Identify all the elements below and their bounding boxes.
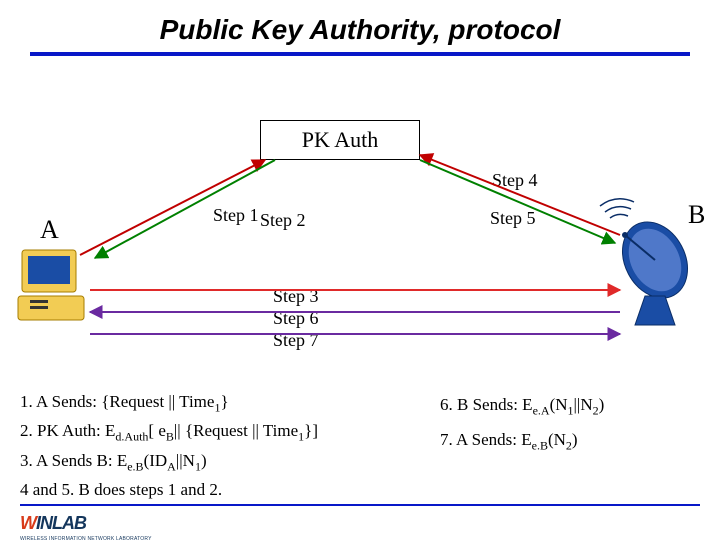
step2-label: Step 2 (260, 210, 306, 231)
title-rule (30, 52, 690, 56)
step4-label: Step 4 (492, 170, 538, 191)
step6-label: Step 6 (273, 307, 319, 329)
protocol-line-6: 6. B Sends: Ee.A(N1||N2) (440, 390, 604, 425)
protocol-line-1: 1. A Sends: {Request || Time1} (20, 390, 318, 419)
step3-label: Step 3 (273, 285, 319, 307)
protocol-line-4: 4 and 5. B does steps 1 and 2. (20, 478, 318, 502)
computer-a-icon (0, 250, 84, 334)
endpoint-b-label: B (688, 200, 705, 230)
protocol-text-right: 6. B Sends: Ee.A(N1||N2) 7. A Sends: Ee.… (440, 390, 604, 461)
satellite-dish-icon (600, 199, 700, 325)
step5-label: Step 5 (490, 208, 536, 229)
winlab-logo: WINLAB (20, 513, 86, 534)
winlab-logo-sub: WIRELESS INFORMATION NETWORK LABORATORY (20, 536, 152, 542)
pk-auth-box: PK Auth (260, 120, 420, 160)
protocol-line-2: 2. PK Auth: Ed.Auth[ eB|| {Request || Ti… (20, 419, 318, 448)
step1-label: Step 1 (213, 205, 259, 226)
protocol-line-3: 3. A Sends B: Ee.B(IDA||N1) (20, 449, 318, 478)
footer-rule (20, 504, 700, 506)
slide-title: Public Key Authority, protocol (0, 0, 720, 46)
step7-label: Step 7 (273, 329, 319, 351)
endpoint-a-label: A (40, 215, 59, 245)
middle-steps-column: Step 3 Step 6 Step 7 (273, 285, 319, 351)
protocol-line-7: 7. A Sends: Ee.B(N2) (440, 425, 604, 460)
protocol-text-left: 1. A Sends: {Request || Time1} 2. PK Aut… (20, 390, 318, 502)
